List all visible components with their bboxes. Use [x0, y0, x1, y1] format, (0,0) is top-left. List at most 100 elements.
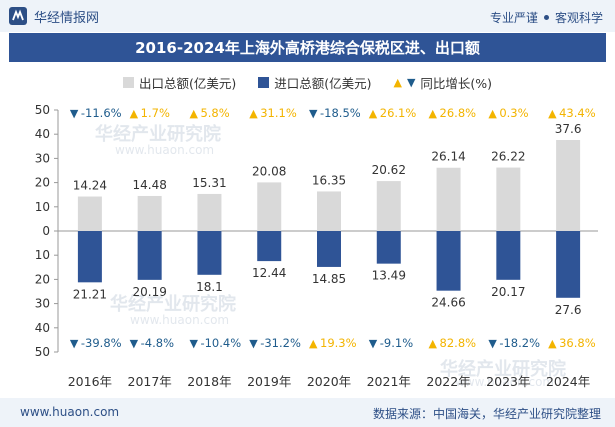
import-bar	[496, 231, 521, 280]
up-triangle-icon: ▲	[548, 337, 557, 350]
footer-site-link[interactable]: www.huaon.com	[20, 405, 120, 419]
slogan: 专业严谨 客观科学	[490, 9, 603, 26]
import-growth-label: -18.2%	[499, 336, 540, 350]
import-bar	[77, 231, 102, 283]
import-bar	[257, 231, 282, 262]
export-bar	[257, 182, 282, 231]
legend-import-label: 进口总额(亿美元)	[274, 75, 372, 91]
huajing-logo-icon	[9, 7, 27, 25]
export-growth-label: 26.1%	[380, 106, 417, 120]
y-tick-label: 20	[35, 176, 50, 190]
up-triangle-icon: ▲	[189, 107, 198, 120]
import-value-label: 20.19	[132, 285, 166, 299]
import-value-label: 13.49	[372, 269, 406, 283]
export-bar	[556, 140, 581, 231]
up-triangle-icon: ▲	[130, 107, 139, 120]
import-growth-label: 36.8%	[559, 336, 596, 350]
slogan-left: 专业严谨	[489, 11, 538, 25]
footer: www.huaon.com 数据来源：中国海关，华经产业研究院整理	[0, 398, 615, 427]
legend-growth[interactable]: ▲ ▼ 同比增长(%)	[393, 73, 492, 92]
y-tick-label: 40	[35, 127, 50, 141]
down-triangle-icon: ▼	[130, 337, 139, 350]
down-triangle-icon: ▼	[406, 75, 416, 89]
import-growth-label: -4.8%	[141, 336, 174, 350]
down-triangle-icon: ▼	[189, 337, 198, 350]
export-growth-label: 5.8%	[200, 106, 229, 120]
export-value-label: 14.48	[132, 178, 166, 192]
up-triangle-icon: ▲	[429, 337, 438, 350]
x-tick-label: 2019年	[247, 374, 291, 389]
separator-dot-icon	[543, 15, 549, 20]
export-bar	[376, 181, 401, 231]
import-growth-label: 82.8%	[440, 336, 477, 350]
x-tick-label: 2022年	[426, 374, 470, 389]
legend-export[interactable]: 出口总额(亿美元)	[122, 73, 236, 92]
import-value-label: 12.44	[252, 266, 286, 280]
y-tick-label: 10	[35, 248, 50, 262]
import-value-label: 20.17	[491, 285, 525, 299]
y-tick-label: 50	[35, 345, 50, 359]
down-triangle-icon: ▼	[70, 337, 79, 350]
up-triangle-icon: ▲	[429, 107, 438, 120]
export-value-label: 20.62	[372, 163, 406, 177]
import-bar	[137, 231, 162, 280]
legend-import[interactable]: 进口总额(亿美元)	[258, 73, 371, 92]
watermark-text: 华经产业研究院	[95, 124, 221, 145]
export-value-label: 20.08	[252, 164, 286, 178]
slogan-right: 客观科学	[554, 11, 603, 25]
x-tick-label: 2018年	[187, 374, 231, 389]
down-triangle-icon: ▼	[70, 107, 79, 120]
export-bar	[197, 193, 222, 231]
watermark-url: www.huaon.com	[115, 143, 215, 157]
export-growth-label: -18.5%	[320, 106, 361, 120]
x-tick-label: 2016年	[68, 374, 112, 389]
export-growth-label: 1.7%	[141, 106, 170, 120]
down-triangle-icon: ▼	[249, 337, 258, 350]
import-bar	[556, 231, 581, 298]
up-triangle-icon: ▲	[249, 107, 258, 120]
down-triangle-icon: ▼	[488, 337, 497, 350]
watermark-url: www.huaon.com	[130, 313, 230, 327]
y-tick-label: 30	[35, 151, 50, 165]
export-growth-label: 26.8%	[440, 106, 477, 120]
import-growth-label: -31.2%	[260, 336, 301, 350]
chart-title: 2016-2024年上海外高桥港综合保税区进、出口额	[9, 33, 606, 62]
export-swatch-icon	[122, 76, 134, 88]
import-bar	[376, 231, 401, 264]
export-bar	[496, 167, 521, 231]
y-tick-label: 0	[42, 224, 50, 238]
up-triangle-icon: ▲	[309, 337, 318, 350]
import-bar	[436, 231, 461, 291]
y-tick-label: 20	[35, 272, 50, 286]
x-tick-label: 2017年	[128, 374, 172, 389]
down-triangle-icon: ▼	[309, 107, 318, 120]
import-value-label: 27.6	[555, 303, 582, 317]
import-growth-label: -39.8%	[81, 336, 122, 350]
x-tick-label: 2020年	[307, 374, 351, 389]
export-bar	[137, 195, 162, 231]
export-value-label: 26.22	[491, 150, 525, 164]
export-value-label: 16.35	[312, 173, 346, 187]
brand-name: 华经情报网	[34, 10, 100, 26]
watermark-text: 华经产业研究院	[110, 294, 236, 315]
export-bar	[77, 196, 102, 231]
footer-source: 数据来源：中国海关，华经产业研究院整理	[372, 407, 601, 421]
up-triangle-icon: ▲	[393, 75, 402, 89]
y-tick-label: 30	[35, 297, 50, 311]
import-bar	[317, 231, 341, 267]
export-value-label: 37.6	[555, 122, 582, 136]
down-triangle-icon: ▼	[369, 337, 378, 350]
export-growth-label: 43.4%	[559, 106, 596, 120]
watermark-url: www.huaon.com	[455, 375, 555, 389]
import-value-label: 18.1	[196, 280, 223, 294]
y-tick-label: 50	[35, 103, 50, 117]
x-tick-label: 2023年	[486, 374, 530, 389]
top-banner: 华经情报网 专业严谨 客观科学	[0, 0, 615, 32]
export-growth-label: 0.3%	[499, 106, 528, 120]
import-growth-label: 19.3%	[320, 336, 357, 350]
import-value-label: 14.85	[312, 272, 346, 286]
y-tick-label: 10	[35, 200, 50, 214]
brand[interactable]: 华经情报网	[8, 6, 99, 26]
watermark-text: 华经产业研究院	[440, 359, 566, 380]
